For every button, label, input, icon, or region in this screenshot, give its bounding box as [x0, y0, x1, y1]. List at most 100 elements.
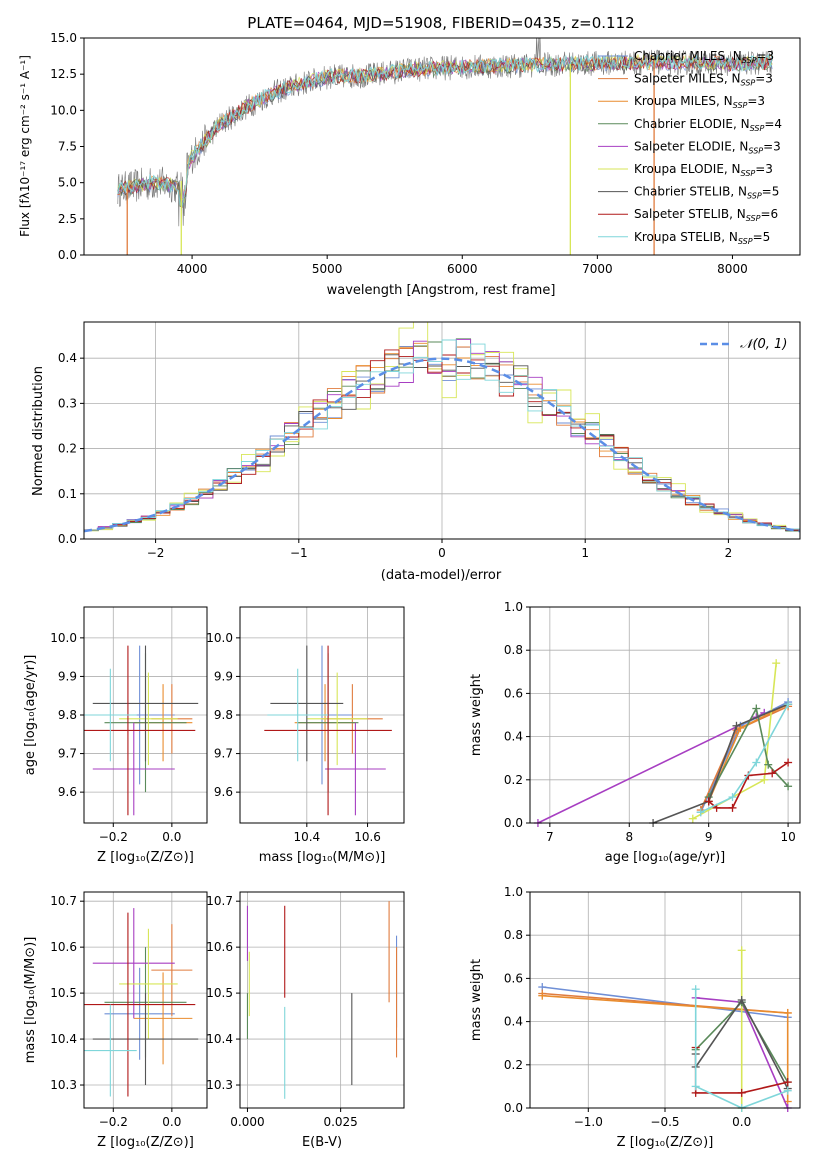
- mass-weight-line-chabrier_stelib: [652, 703, 789, 824]
- spectrum-title: PLATE=0464, MJD=51908, FIBERID=0435, z=0…: [247, 14, 634, 32]
- axes-frame: [83, 37, 801, 256]
- histogram-legend: 𝒩(0, 1): [700, 337, 787, 352]
- histogram-step-kroupa_stelib: [84, 339, 800, 531]
- x-tick-label: 7000: [582, 262, 613, 276]
- x-tick-label: 5000: [312, 262, 343, 276]
- axes-frame: [83, 606, 208, 824]
- y-tick-label: 0.3: [58, 396, 77, 410]
- x-tick-label: −2: [147, 546, 165, 560]
- y-tick-label: 9.9: [58, 669, 77, 683]
- y-tick-label: 0.8: [504, 928, 523, 942]
- mass-weight-line-salpeter_stelib: [708, 761, 789, 809]
- panel-ylabel: mass weight: [469, 674, 484, 756]
- y-tick-label: 0.0: [58, 248, 77, 262]
- errorbar-marks: [84, 908, 199, 1097]
- y-tick-label: 10.6: [206, 940, 233, 954]
- y-tick-label: 15.0: [50, 31, 77, 45]
- y-tick-label: 9.9: [214, 669, 233, 683]
- y-tick-label: 0.0: [504, 816, 523, 830]
- x-tick-label: 7: [546, 830, 554, 844]
- x-tick-label: 0: [438, 546, 446, 560]
- legend-label-kroupa_miles: Kroupa MILES, NSSP=3: [634, 94, 765, 110]
- histogram-ylabel: Normed distribution: [31, 366, 46, 496]
- panel-ylabel: mass [log₁₀(M/M⊙)]: [23, 937, 38, 1064]
- x-tick-label: 9: [705, 830, 713, 844]
- legend-label-salpeter_stelib: Salpeter STELIB, NSSP=6: [634, 207, 778, 223]
- legend-label-salpeter_miles: Salpeter MILES, NSSP=3: [634, 72, 773, 88]
- x-tick-label: −0.2: [99, 830, 128, 844]
- axes-frame: [239, 606, 405, 824]
- y-tick-label: 10.0: [50, 103, 77, 117]
- y-tick-label: 10.3: [206, 1078, 233, 1092]
- spectrum-legend: Chabrier MILES, NSSP=3 Salpeter MILES, NS…: [598, 49, 782, 246]
- mass-weight-line-salpeter_elodie: [537, 712, 765, 824]
- panel-xlabel: mass [log₁₀(M/M⊙)]: [259, 850, 386, 865]
- y-tick-label: 10.0: [206, 631, 233, 645]
- x-tick-label: 0.0: [162, 1115, 181, 1129]
- y-tick-label: 0.0: [504, 1101, 523, 1115]
- legend-label-chabrier_stelib: Chabrier STELIB, NSSP=5: [634, 185, 779, 201]
- panel-xlabel: E(B-V): [302, 1135, 342, 1150]
- mass-weight-line-kroupa_stelib: [700, 703, 789, 813]
- legend-label-chabrier_elodie: Chabrier ELODIE, NSSP=4: [634, 117, 782, 133]
- y-tick-label: 10.7: [206, 894, 233, 908]
- x-tick-label: −1.0: [574, 1115, 603, 1129]
- x-tick-label: 0.0: [162, 830, 181, 844]
- x-tick-label: 0.025: [323, 1115, 357, 1129]
- z-massweight-panel: −1.0 −0.5 0.0 0.0 0.2 0.4 0.6 0.8 1.0 Z [log₁₀(Z/…: [469, 885, 801, 1150]
- panel-ylabel: age [log₁₀(age/yr)]: [23, 655, 38, 776]
- x-tick-label: 0.0: [732, 1115, 751, 1129]
- axes-frame: [529, 606, 801, 824]
- legend-label-kroupa_elodie: Kroupa ELODIE, NSSP=3: [634, 162, 773, 178]
- normal-curve: [84, 357, 800, 533]
- x-tick-label: 1: [581, 546, 589, 560]
- y-tick-label: 0.4: [504, 730, 523, 744]
- z-age-panel: −0.2 0.0 9.6 9.7 9.8 9.9 10.0 Z [log₁₀(Z/Z⊙)] ag…: [23, 606, 208, 865]
- y-tick-label: 1.0: [504, 600, 523, 614]
- x-tick-label: 8000: [717, 262, 748, 276]
- panel-xlabel: age [log₁₀(age/yr)]: [605, 850, 726, 865]
- y-tick-label: 2.5: [58, 212, 77, 226]
- y-tick-label: 0.4: [504, 1015, 523, 1029]
- y-tick-label: 9.7: [214, 747, 233, 761]
- y-tick-label: 9.8: [214, 708, 233, 722]
- y-tick-label: 9.8: [58, 708, 77, 722]
- y-tick-label: 10.0: [50, 631, 77, 645]
- y-tick-label: 0.0: [58, 532, 77, 546]
- errorbar-marks: [246, 901, 398, 1099]
- y-tick-label: 0.4: [58, 351, 77, 365]
- y-tick-label: 0.2: [504, 773, 523, 787]
- y-tick-label: 10.6: [50, 940, 77, 954]
- axes-frame: [239, 891, 405, 1109]
- panel-xlabel: Z [log₁₀(Z/Z⊙)]: [617, 1135, 714, 1150]
- y-tick-label: 9.6: [214, 785, 233, 799]
- y-tick-label: 0.6: [504, 686, 523, 700]
- legend-label-kroupa_stelib: Kroupa STELIB, NSSP=5: [634, 230, 770, 246]
- y-tick-label: 9.6: [58, 785, 77, 799]
- legend-label-chabrier_miles: Chabrier MILES, NSSP=3: [634, 49, 774, 65]
- errorbar-marks: [264, 645, 392, 816]
- x-tick-label: 10.6: [354, 830, 381, 844]
- y-tick-label: 0.2: [504, 1058, 523, 1072]
- panel-ylabel: mass weight: [469, 959, 484, 1041]
- axes-frame: [83, 891, 208, 1109]
- x-tick-label: 8: [625, 830, 633, 844]
- y-tick-label: 1.0: [504, 885, 523, 899]
- y-tick-label: 0.6: [504, 971, 523, 985]
- age-massweight-panel: 7 8 9 10 0.0 0.2 0.4 0.6 0.8 1.0 age [log₁₀(age/yr…: [469, 600, 801, 865]
- mass-weight-line-chabrier_elodie: [707, 706, 789, 798]
- spectrum-data-trace: [117, 38, 773, 227]
- y-tick-label: 0.1: [58, 487, 77, 501]
- spectrum-traces: [117, 38, 773, 255]
- y-tick-label: 10.7: [50, 894, 77, 908]
- y-tick-label: 5.0: [58, 176, 77, 190]
- mass-weight-lines: [538, 946, 792, 1112]
- x-tick-label: 4000: [177, 262, 208, 276]
- y-tick-label: 10.5: [50, 986, 77, 1000]
- x-tick-label: 10.4: [293, 830, 320, 844]
- x-tick-label: −0.2: [99, 1115, 128, 1129]
- mass-weight-lines: [533, 659, 793, 827]
- histogram-step-kroupa_elodie: [84, 322, 800, 532]
- y-tick-label: 0.2: [58, 442, 77, 456]
- spectrum-panel: PLATE=0464, MJD=51908, FIBERID=0435, z=0…: [18, 14, 801, 298]
